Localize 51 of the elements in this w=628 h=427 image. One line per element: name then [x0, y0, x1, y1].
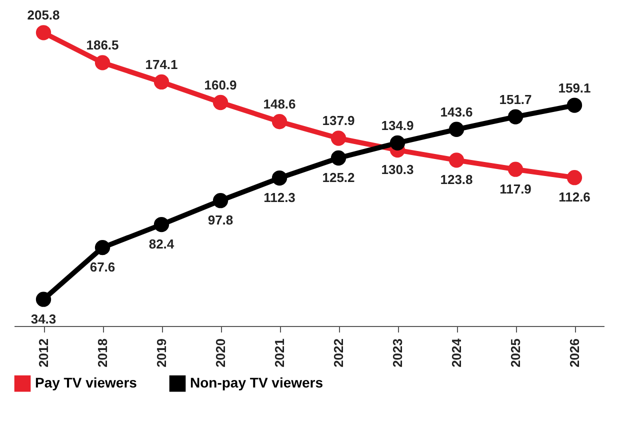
- point: [330, 150, 346, 166]
- x-tick-label: 2023: [390, 338, 405, 368]
- x-tick-label: 2020: [213, 338, 228, 368]
- data-label: 159.1: [558, 80, 591, 96]
- data-label: 117.9: [500, 181, 532, 196]
- data-label: 151.7: [499, 92, 532, 107]
- point: [448, 152, 464, 168]
- data-label: 112.3: [264, 190, 296, 206]
- x-tick-label: 2018: [95, 338, 110, 368]
- data-label: 160.9: [204, 77, 237, 92]
- point: [36, 292, 52, 307]
- point: [94, 55, 110, 70]
- data-label: 148.6: [263, 96, 296, 112]
- point: [566, 170, 582, 186]
- data-label: 130.3: [381, 162, 414, 178]
- data-label: 137.9: [322, 113, 355, 128]
- x-tick-label: 2025: [508, 338, 523, 368]
- point: [94, 240, 110, 256]
- x-tick-label: 2024: [449, 338, 464, 368]
- data-label: 134.9: [381, 118, 414, 133]
- data-label: 125.2: [322, 170, 355, 185]
- point: [508, 162, 524, 177]
- point: [566, 98, 582, 113]
- x-tick-label: 2022: [331, 338, 346, 368]
- data-label: 112.6: [558, 190, 590, 205]
- point: [330, 130, 346, 146]
- point: [390, 135, 406, 150]
- data-label: 82.4: [148, 236, 175, 252]
- x-tick-label: 2012: [36, 338, 51, 368]
- point: [36, 25, 52, 40]
- point: [272, 114, 288, 130]
- data-label: 67.6: [90, 260, 116, 275]
- point: [212, 193, 228, 208]
- x-tick-label: 2026: [567, 338, 582, 368]
- point: [272, 170, 288, 186]
- data-label: 97.8: [208, 212, 234, 228]
- legend-label: Pay TV viewers: [35, 374, 138, 391]
- data-label: 186.5: [86, 38, 119, 53]
- point: [154, 216, 170, 232]
- point: [448, 122, 464, 137]
- x-tick-label: 2019: [154, 338, 169, 368]
- legend-label: Non-pay TV viewers: [190, 374, 324, 391]
- data-label: 143.6: [440, 104, 473, 120]
- data-label: 123.8: [440, 172, 473, 188]
- point: [212, 94, 228, 110]
- data-label: 174.1: [145, 56, 178, 72]
- data-label: 205.8: [27, 8, 60, 23]
- point: [508, 109, 524, 124]
- x-tick-label: 2021: [272, 338, 287, 368]
- point: [154, 74, 170, 90]
- data-label: 34.3: [30, 311, 56, 326]
